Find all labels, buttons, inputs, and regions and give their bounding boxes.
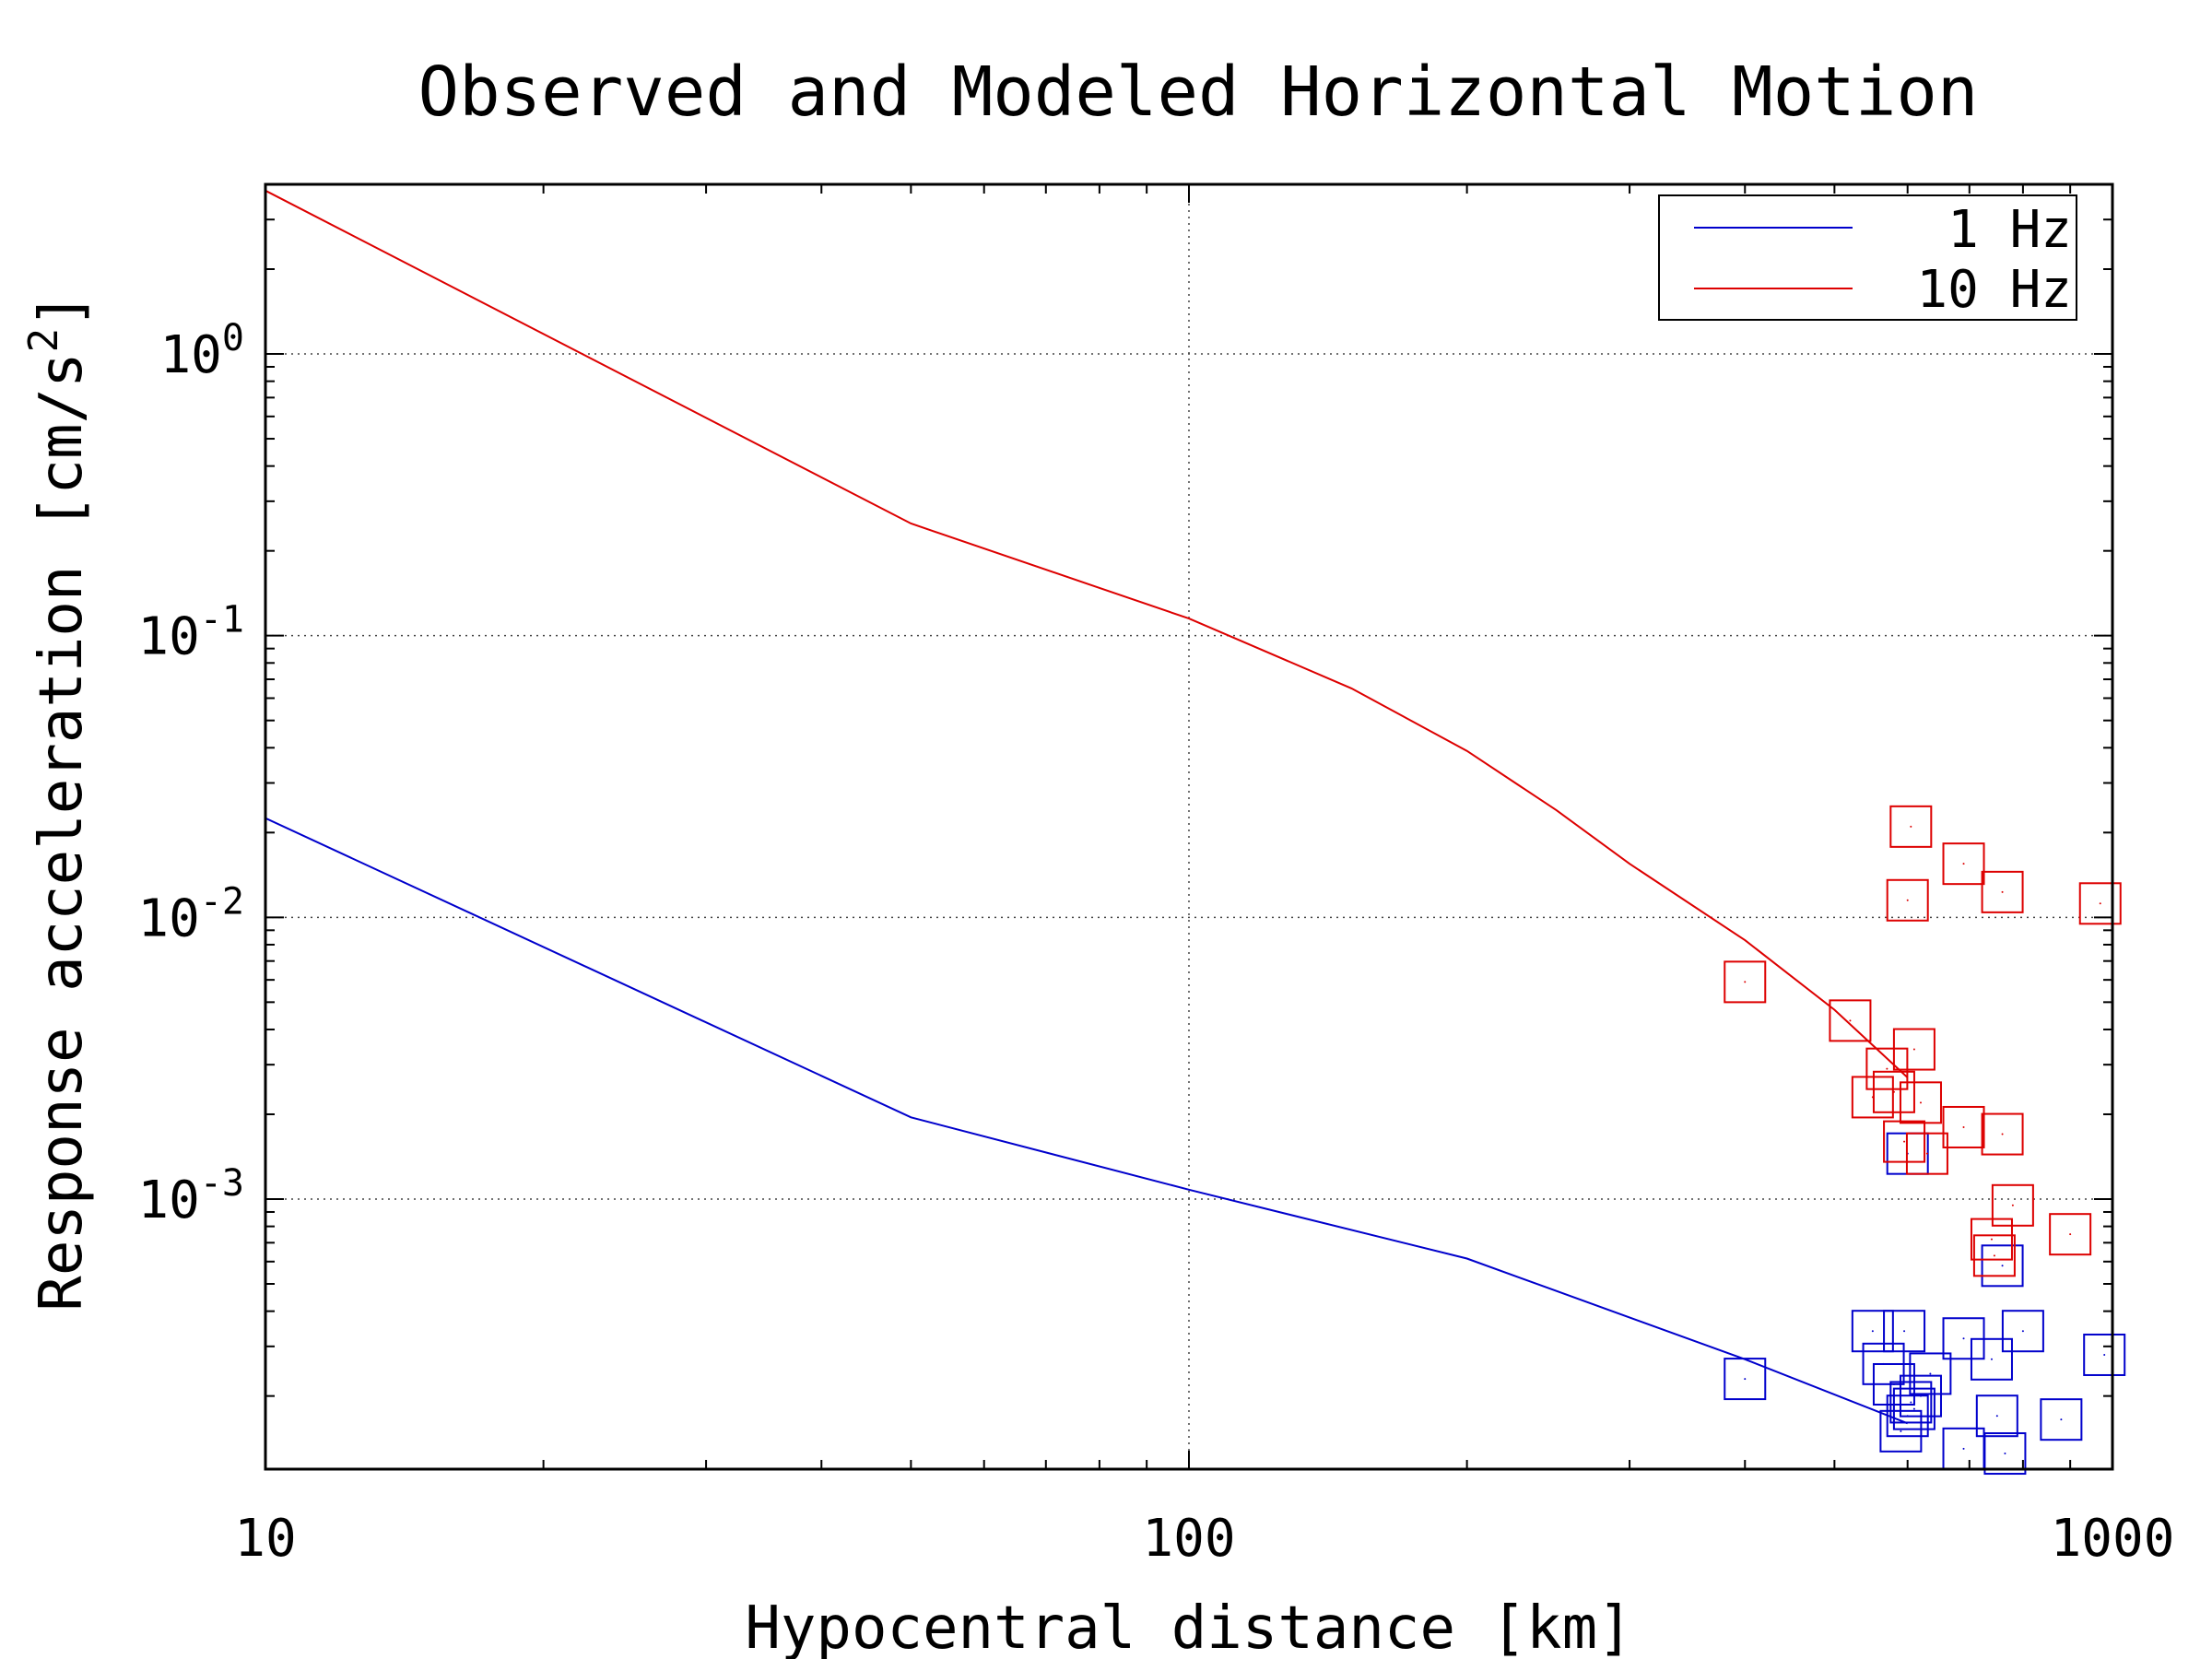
observed-point-center: [1993, 1254, 1995, 1257]
legend-label-10hz: 10 Hz: [1916, 260, 2072, 320]
observed-point-center: [1912, 1407, 1915, 1410]
y-tick-exponent: -3: [200, 1162, 244, 1205]
observed-point-center: [1900, 1430, 1902, 1432]
observed-point-center: [1849, 1019, 1852, 1022]
y-tick-exponent: -1: [200, 599, 244, 641]
x-tick-label: 100: [1142, 1509, 1235, 1569]
chart-title: Observed and Modeled Horizontal Motion: [418, 53, 1979, 132]
observed-point-10hz: [1899, 1081, 1942, 1124]
observed-point-center: [1990, 1358, 1993, 1360]
observed-point-10hz: [1892, 1028, 1936, 1071]
observed-point-1hz: [1981, 1244, 2024, 1288]
observed-point-center: [2060, 1418, 2063, 1421]
observed-point-1hz: [2083, 1333, 2126, 1376]
observed-point-center: [2001, 1265, 2004, 1267]
observed-point-center: [1962, 1337, 1965, 1340]
observed-point-center: [2004, 1453, 2006, 1455]
observed-point-center: [1962, 863, 1965, 865]
y-tick-base: 10: [159, 325, 221, 385]
observed-point-1hz: [1883, 1310, 1926, 1353]
observed-point-1hz: [1724, 1358, 1767, 1401]
observed-point-center: [2001, 890, 2004, 893]
y-tick-label: 10-1: [137, 599, 244, 667]
observed-point-center: [1962, 1447, 1965, 1450]
observed-point-10hz: [2049, 1213, 2092, 1256]
y-tick-label: 10-2: [137, 880, 244, 948]
x-axis-label: Hypocentral distance [km]: [745, 1594, 1632, 1659]
y-tick-label: 100: [159, 317, 244, 385]
observed-point-10hz: [1972, 1234, 2016, 1277]
observed-point-center: [1871, 1330, 1874, 1333]
y-tick-exponent: -2: [200, 880, 244, 923]
observed-point-center: [2011, 1204, 2014, 1206]
observed-point-10hz: [1889, 805, 1933, 848]
observed-point-10hz: [1883, 1120, 1926, 1163]
observed-point-10hz: [1886, 878, 1929, 922]
observed-point-center: [2103, 1353, 2106, 1356]
observed-point-center: [2021, 1330, 2024, 1333]
x-tick-label: 10: [234, 1509, 296, 1569]
x-tick-label: 1000: [2051, 1509, 2175, 1569]
observed-point-center: [1903, 1140, 1906, 1143]
observed-point-center: [1910, 825, 1912, 828]
observed-point-10hz: [1981, 1112, 2024, 1156]
y-tick-base: 10: [137, 607, 199, 667]
observed-point-center: [1929, 1372, 1932, 1375]
observed-point-1hz: [1983, 1432, 2027, 1476]
observed-point-center: [1903, 1330, 1906, 1333]
observed-point-10hz: [1851, 1076, 1894, 1119]
legend: 1 Hz 10 Hz: [1658, 194, 2077, 321]
observed-point-10hz: [2078, 882, 2122, 925]
observed-point-10hz: [1829, 999, 1872, 1042]
model-line-10hz: [265, 189, 1909, 1078]
series-layer: [265, 189, 2126, 1476]
y-tick-label: 10-3: [137, 1162, 244, 1230]
observed-point-center: [1910, 1401, 1912, 1404]
observed-point-10hz: [1872, 1070, 1915, 1113]
observed-point-10hz: [1942, 842, 1985, 886]
observed-point-center: [1744, 981, 1747, 983]
observed-point-center: [1919, 1394, 1922, 1397]
observed-point-center: [1892, 1382, 1895, 1385]
observed-point-center: [1906, 899, 1909, 901]
observed-point-center: [2069, 1233, 2072, 1236]
observed-point-center: [1744, 1378, 1747, 1381]
observed-point-1hz: [2040, 1398, 2083, 1441]
observed-point-10hz: [1724, 960, 1767, 1004]
observed-point-center: [1892, 1090, 1895, 1093]
legend-box: [1658, 194, 2077, 321]
observed-point-center: [1925, 1152, 1928, 1155]
observed-point-1hz: [1970, 1337, 2013, 1381]
y-axis-label: Response acceleration [cm/s2]: [20, 292, 96, 1311]
observed-point-10hz: [1905, 1132, 1948, 1175]
observed-point-center: [1886, 1067, 1888, 1070]
y-tick-exponent: 0: [222, 317, 244, 359]
legend-label-1hz: 1 Hz: [1947, 200, 2072, 260]
observed-point-center: [1990, 1238, 1993, 1241]
observed-point-center: [1912, 1048, 1915, 1051]
y-tick-base: 10: [137, 1171, 199, 1230]
observed-point-1hz: [1892, 1387, 1936, 1430]
observed-point-1hz: [1899, 1374, 1942, 1418]
observed-point-1hz: [1975, 1394, 2018, 1438]
observed-point-center: [1962, 1125, 1965, 1128]
grid-lines: [265, 184, 2112, 1469]
observed-point-center: [2099, 902, 2101, 905]
observed-point-1hz: [2001, 1310, 2044, 1353]
y-tick-base: 10: [137, 888, 199, 948]
observed-point-center: [1995, 1415, 1998, 1418]
observed-point-center: [2001, 1133, 2004, 1135]
observed-point-10hz: [1991, 1183, 2034, 1227]
observed-point-center: [1919, 1101, 1922, 1104]
observed-point-1hz: [1909, 1352, 1952, 1395]
model-line-1hz: [265, 817, 1909, 1425]
observed-point-1hz: [1851, 1310, 1894, 1353]
observed-point-10hz: [1981, 870, 2024, 913]
observed-point-10hz: [1942, 1105, 1985, 1148]
